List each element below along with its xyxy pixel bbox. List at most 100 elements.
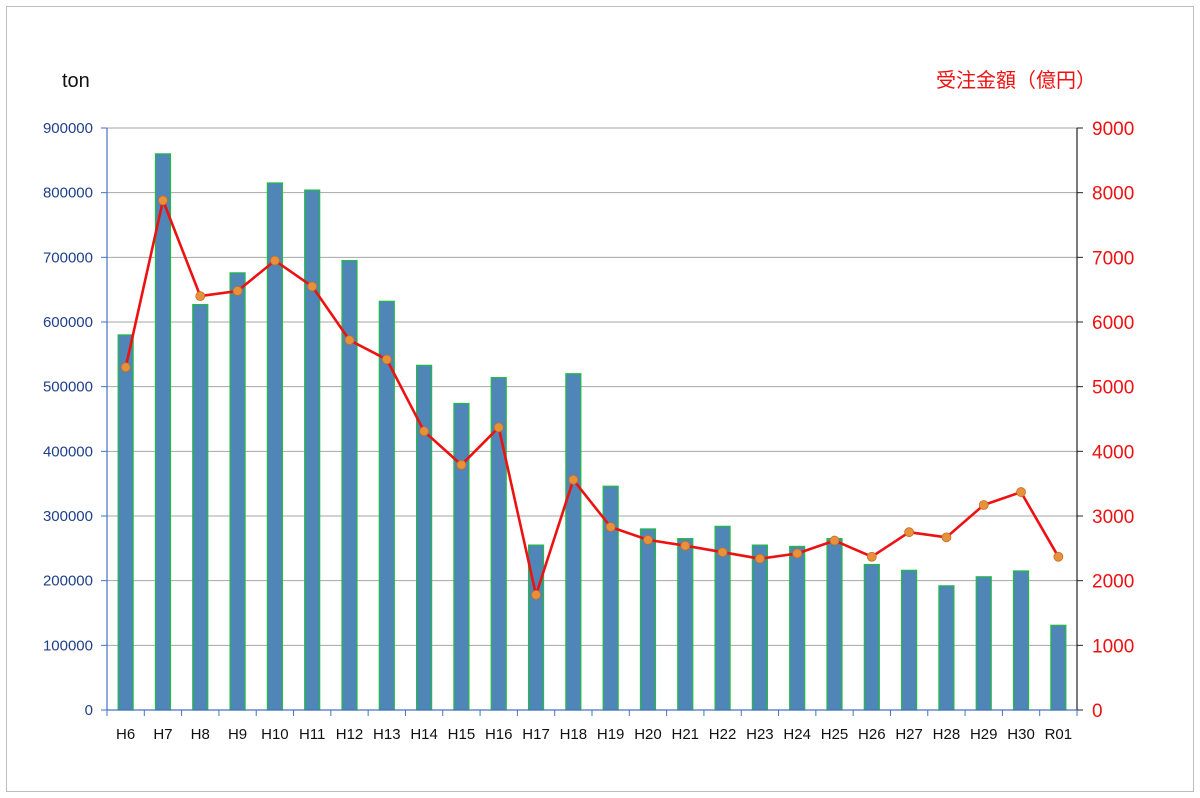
line-point xyxy=(120,362,131,373)
x-tick-label: H13 xyxy=(373,726,401,743)
line-point xyxy=(232,286,243,296)
axes xyxy=(101,127,1083,716)
right-tick-label: 7000 xyxy=(1092,248,1134,269)
left-tick-label: 600000 xyxy=(43,314,93,331)
bar xyxy=(751,544,768,711)
bar xyxy=(1012,570,1030,711)
line-point xyxy=(531,589,541,600)
left-tick-label: 900000 xyxy=(43,120,93,137)
x-tick-label: H24 xyxy=(783,726,811,743)
bar xyxy=(975,576,992,711)
bar xyxy=(341,259,358,711)
x-tick-label: H18 xyxy=(560,726,588,743)
x-tick-label: H25 xyxy=(821,726,849,743)
line-point xyxy=(344,335,355,346)
line-series xyxy=(120,195,1064,600)
right-tick-label: 2000 xyxy=(1092,572,1134,593)
line-point xyxy=(605,522,616,532)
bar xyxy=(192,303,209,711)
line-point xyxy=(680,540,691,551)
bar xyxy=(639,528,657,711)
bar xyxy=(416,364,433,711)
x-tick-label: H12 xyxy=(336,726,364,743)
line-point xyxy=(978,500,989,510)
x-tick-label: H9 xyxy=(228,726,247,743)
line-series-path xyxy=(124,199,1060,597)
bar xyxy=(901,569,918,711)
x-tick-label: H6 xyxy=(116,726,135,743)
line-point xyxy=(643,535,653,545)
right-tick-label: 0 xyxy=(1092,701,1103,722)
bar xyxy=(789,545,806,711)
line-point xyxy=(829,535,840,546)
line-point xyxy=(307,281,318,292)
line-point xyxy=(381,354,392,365)
line-point xyxy=(904,527,915,538)
right-tick-label: 6000 xyxy=(1092,313,1134,334)
right-axis-unit-label: 受注金額（億円） xyxy=(936,69,1096,92)
combo-chart: 0 0 100000 1000 200000 2000 300000 3000 400000 40… xyxy=(43,69,1134,743)
right-tick-label: 4000 xyxy=(1092,442,1134,463)
bar xyxy=(826,538,843,711)
line-point xyxy=(792,548,803,559)
left-tick-label: 800000 xyxy=(43,185,93,202)
left-axis-unit-label: ton xyxy=(62,70,90,92)
x-tick-label: H8 xyxy=(191,726,210,743)
x-tick-label: H17 xyxy=(522,726,550,743)
line-point xyxy=(456,460,467,470)
x-tick-label: H23 xyxy=(746,726,774,743)
line-point xyxy=(195,291,206,302)
bar xyxy=(304,189,321,711)
left-tick-label: 0 xyxy=(85,702,93,719)
left-tick-label: 300000 xyxy=(43,508,93,525)
x-tick-label: H14 xyxy=(410,726,438,743)
bar xyxy=(229,272,246,711)
right-tick-label: 8000 xyxy=(1092,184,1134,205)
bar xyxy=(453,402,470,711)
line-point xyxy=(941,532,952,543)
bar xyxy=(677,538,694,711)
gridlines xyxy=(107,127,1077,646)
line-point xyxy=(158,195,168,206)
left-tick-label: 100000 xyxy=(43,637,93,654)
left-tick-label: 400000 xyxy=(43,443,93,460)
bar xyxy=(117,334,134,711)
x-tick-label: H30 xyxy=(1007,726,1035,743)
x-tick-label: H26 xyxy=(858,726,886,743)
bar xyxy=(154,153,172,711)
bar xyxy=(1050,624,1067,711)
x-tick-label: H22 xyxy=(709,726,737,743)
x-tick-label: H11 xyxy=(299,726,325,743)
x-tick-label: H19 xyxy=(597,726,625,743)
line-point xyxy=(1053,551,1064,562)
left-tick-label: 500000 xyxy=(43,379,93,396)
left-tick-label: 200000 xyxy=(43,573,93,590)
bar xyxy=(565,373,582,711)
line-point xyxy=(866,551,877,562)
right-tick-label: 5000 xyxy=(1092,378,1134,399)
x-tick-label: H7 xyxy=(153,726,172,743)
x-tick-label: H10 xyxy=(261,726,289,743)
right-tick-label: 9000 xyxy=(1092,119,1134,140)
right-tick-label: 3000 xyxy=(1092,507,1134,528)
left-tick-label: 700000 xyxy=(43,249,93,266)
x-tick-label: H27 xyxy=(895,726,923,743)
line-point xyxy=(754,553,765,564)
bar-series xyxy=(117,153,1067,711)
chart-frame: 0 0 100000 1000 200000 2000 300000 3000 400000 40… xyxy=(6,6,1194,792)
x-tick-label: H16 xyxy=(485,726,513,743)
line-point xyxy=(1016,487,1026,497)
x-tick-label: H15 xyxy=(448,726,476,743)
x-tick-label: H20 xyxy=(634,726,662,743)
bar xyxy=(863,563,880,711)
line-point xyxy=(419,426,430,437)
right-tick-label: 1000 xyxy=(1092,636,1134,657)
x-tick-label: R01 xyxy=(1045,726,1073,743)
x-tick-label: H21 xyxy=(672,726,700,743)
line-point xyxy=(568,474,579,485)
line-point xyxy=(717,547,728,558)
x-tick-label: H28 xyxy=(933,726,961,743)
tick-labels: 0 0 100000 1000 200000 2000 300000 3000 400000 40… xyxy=(43,119,1134,743)
line-point xyxy=(493,422,504,433)
x-tick-label: H29 xyxy=(970,726,998,743)
